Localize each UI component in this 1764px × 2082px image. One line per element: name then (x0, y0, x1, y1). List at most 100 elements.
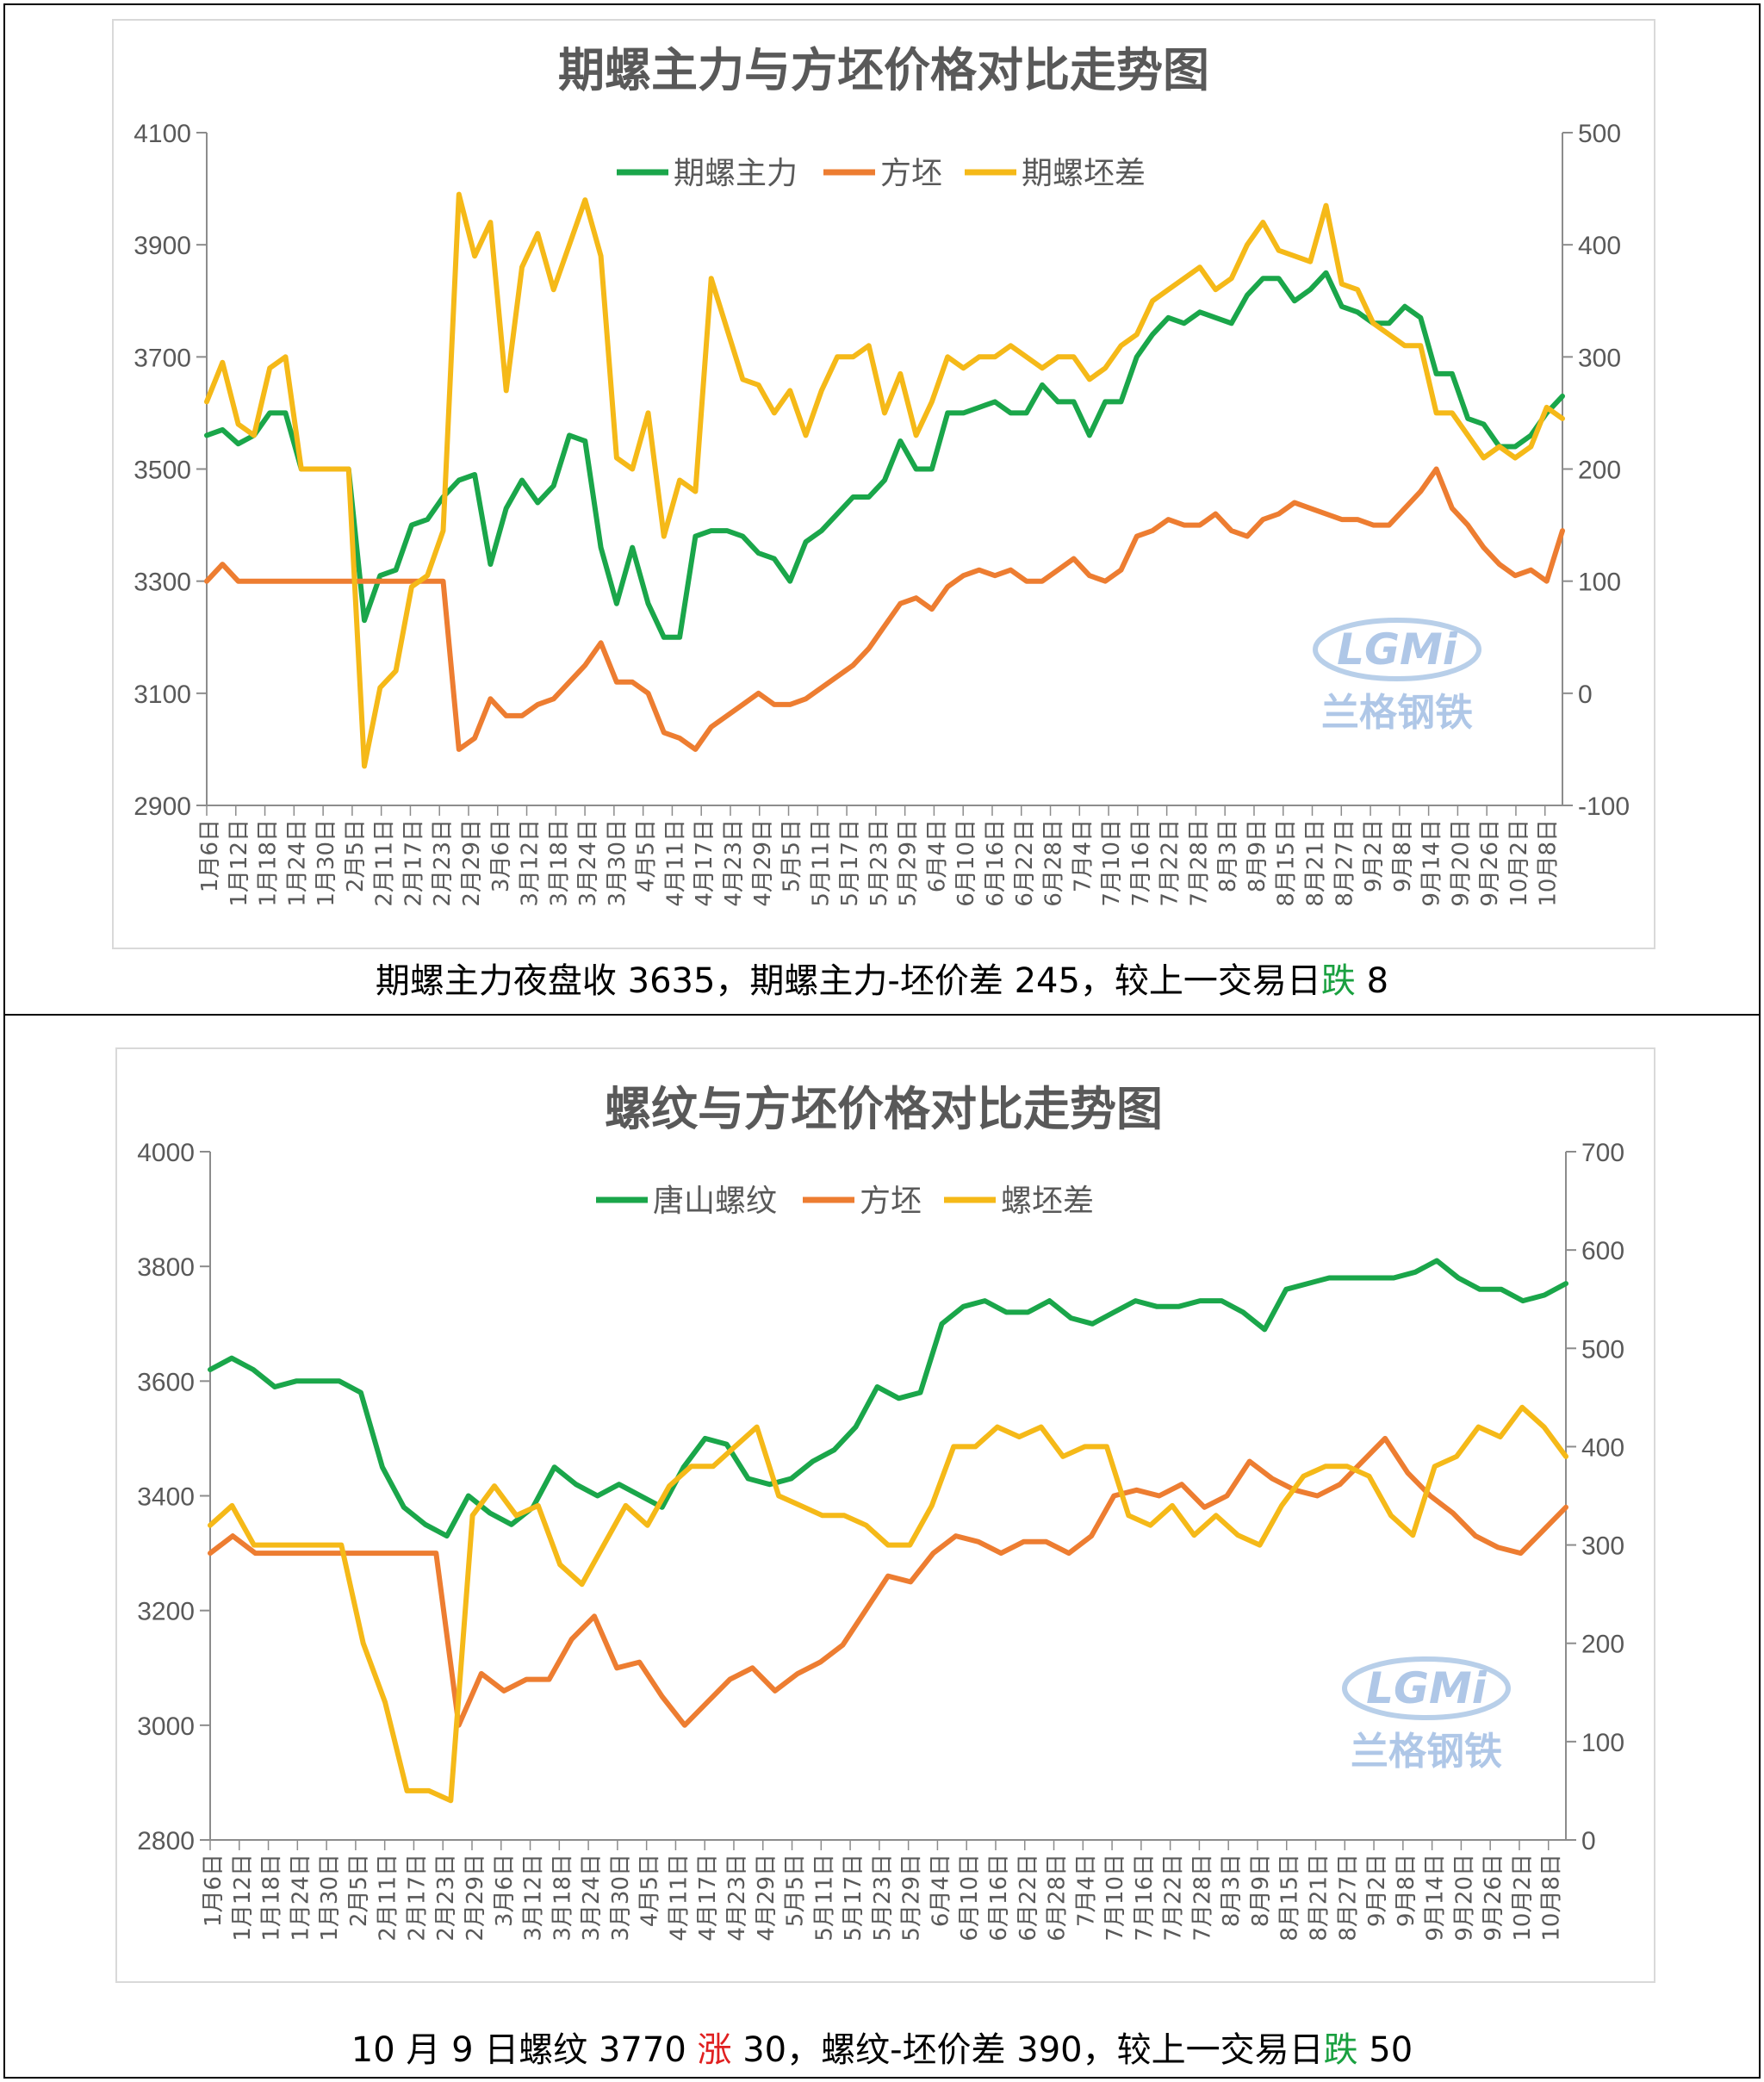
chart-2-x-tick-label: 6月28日 (1045, 1854, 1071, 1942)
caption-bottom-part2: 30，螺纹-坯价差 390，较上一交易日 (731, 2030, 1324, 2070)
chart-2-right-tick-label: 100 (1581, 1729, 1624, 1757)
chart-2-left-tick-label: 3000 (137, 1712, 195, 1741)
chart-1-x-tick-label: 7月10日 (1099, 819, 1125, 907)
chart-1-x-tick-label: 9月2日 (1361, 819, 1387, 892)
chart-2-x-tick-label: 9月26日 (1481, 1854, 1506, 1942)
chart-1-x-tick-label: 3月6日 (488, 819, 514, 892)
chart-2-x-tick-label: 2月29日 (463, 1854, 488, 1942)
chart-1-x-tick-label: 5月17日 (837, 819, 863, 907)
chart-1-x-tick-label: 1月30日 (314, 819, 339, 907)
chart-2-x-tick-label: 2月5日 (346, 1854, 372, 1927)
chart-2-x-tick-label: 8月3日 (1219, 1854, 1245, 1927)
chart-2-x-tick-label: 3月30日 (608, 1854, 634, 1942)
chart-2-x-tick-label: 10月2日 (1510, 1854, 1536, 1942)
chart-2-right-tick-label: 200 (1581, 1631, 1624, 1659)
chart-2-x-tick-label: 4月11日 (666, 1854, 692, 1942)
chart-1-x-tick-label: 2月11日 (372, 819, 398, 907)
chart-1-x-tick-label: 9月20日 (1448, 819, 1474, 907)
chart-1-series-line-2 (204, 466, 1565, 752)
chart-1-left-tick-label: 3100 (134, 681, 191, 709)
chart-1-watermark-logo-text: LGMi (1337, 625, 1458, 674)
chart-2-left-tick-label: 2800 (137, 1827, 195, 1855)
chart-2-x-tick-label: 5月5日 (783, 1854, 809, 1927)
chart-1-x-tick-label: 3月24日 (575, 819, 601, 907)
chart-1-series-line-1 (204, 270, 1565, 640)
chart-2-legend-label-3: 螺坯差 (1001, 1184, 1094, 1219)
chart-2-x-tick-label: 1月6日 (201, 1854, 227, 1927)
chart-2-right-tick-label: 300 (1581, 1532, 1624, 1561)
caption-bottom-change-1: 涨 (697, 2030, 732, 2070)
chart-1-x-tick-label: 6月10日 (953, 819, 979, 907)
chart-1-left-tick-label: 3700 (134, 344, 191, 372)
chart-2-x-tick-label: 1月12日 (230, 1854, 256, 1942)
chart-2-x-tick-label: 3月6日 (492, 1854, 518, 1927)
chart-1-x-tick-label: 6月4日 (924, 819, 950, 892)
chart-2-x-tick-label: 9月2日 (1364, 1854, 1390, 1927)
chart-1-legend-label-1: 期螺主力 (674, 156, 798, 191)
chart-1-right-tick-label: 500 (1578, 120, 1621, 148)
chart-1-x-tick-label: 7月16日 (1128, 819, 1154, 907)
chart-2-x-tick-label: 4月29日 (754, 1854, 780, 1942)
chart-1-x-tick-label: 7月4日 (1070, 819, 1096, 892)
chart-1-x-tick-label: 3月30日 (605, 819, 630, 907)
caption-bottom: 10 月 9 日螺纹 3770 涨 30，螺纹-坯价差 390，较上一交易日跌 … (5, 2022, 1759, 2072)
chart-2-x-tick-label: 5月29日 (899, 1854, 925, 1942)
chart-2-x-tick-label: 8月27日 (1335, 1854, 1361, 1942)
chart-1-x-tick-label: 5月11日 (808, 819, 834, 907)
chart-1-x-tick-label: 4月5日 (634, 819, 660, 892)
chart-1-legend-label-2: 方坯 (880, 156, 942, 191)
caption-bottom-part1: 10 月 9 日螺纹 3770 (351, 2030, 698, 2070)
chart-2-x-tick-label: 2月17日 (404, 1854, 430, 1942)
chart-2-x-tick-label: 2月23日 (433, 1854, 459, 1942)
chart-1-x-tick-label: 4月11日 (662, 819, 688, 907)
chart-1-x-tick-label: 6月22日 (1012, 819, 1038, 907)
chart-1-x-tick-label: 4月23日 (721, 819, 747, 907)
chart-1-x-tick-label: 1月18日 (256, 819, 282, 907)
chart-2-legend-label-2: 方坯 (860, 1184, 922, 1219)
chart-1-x-tick-label: 9月14日 (1419, 819, 1445, 907)
chart-2-x-tick-label: 6月4日 (928, 1854, 953, 1927)
chart-1-watermark-ellipse (1313, 618, 1481, 681)
chart-2-x-tick-label: 6月16日 (986, 1854, 1012, 1942)
chart-2-legend-label-1: 唐山螺纹 (653, 1184, 777, 1219)
chart-1-right-tick-label: 100 (1578, 569, 1621, 597)
chart-1-x-tick-label: 2月23日 (430, 819, 456, 907)
chart-1-x-tick-label: 8月21日 (1303, 819, 1329, 907)
chart-2-x-tick-label: 3月18日 (550, 1854, 575, 1942)
chart-2-x-tick-label: 5月23日 (870, 1854, 896, 1942)
chart-2-x-tick-label: 9月14日 (1423, 1854, 1449, 1942)
chart-2-x-tick-label: 4月17日 (695, 1854, 721, 1942)
chart-2-watermark-ellipse (1342, 1656, 1511, 1720)
chart-2-watermark-subtitle: 兰格钢铁 (1351, 1730, 1502, 1774)
caption-bottom-part3: 50 (1357, 2030, 1413, 2070)
chart-1-x-tick-label: 6月16日 (983, 819, 1009, 907)
chart-1-right-tick-label: 0 (1578, 681, 1593, 709)
chart-1-x-tick-label: 2月17日 (401, 819, 426, 907)
caption-top-suffix: 8 (1355, 961, 1389, 1001)
chart-2-x-tick-label: 6月10日 (957, 1854, 983, 1942)
chart-2-left-tick-label: 3400 (137, 1483, 195, 1512)
chart-1-x-tick-label: 5月5日 (780, 819, 805, 892)
chart-1-x-tick-label: 3月12日 (518, 819, 543, 907)
chart-1-x-tick-label: 8月3日 (1215, 819, 1241, 892)
chart-2-title: 螺纹与方坯价格对比走势图 (605, 1082, 1163, 1136)
chart-1-x-tick-label: 2月5日 (343, 819, 369, 892)
chart-2-series-line-2 (208, 1435, 1568, 1728)
chart-2-x-tick-label: 3月24日 (579, 1854, 605, 1942)
chart-2-right-tick-label: 0 (1581, 1827, 1596, 1855)
chart-1-x-tick-label: 10月8日 (1536, 819, 1562, 907)
chart-2-series-line-3 (208, 1404, 1568, 1804)
chart-1-x-tick-label: 4月29日 (750, 819, 776, 907)
chart-2-x-tick-label: 4月5日 (637, 1854, 663, 1927)
chart-1-x-tick-label: 5月29日 (896, 819, 922, 907)
chart-1-x-tick-label: 6月28日 (1041, 819, 1067, 907)
chart-1-svg: 期螺主力与方坯价格对比走势图 2900 3100 3300 3500 3700 3900 41… (134, 43, 1630, 907)
chart-1-x-tick-label: 8月9日 (1245, 819, 1270, 892)
chart-1-x-tick-label: 1月24日 (284, 819, 310, 907)
chart-2-left-tick-label: 3200 (137, 1598, 195, 1626)
chart-1-right-tick-label: 400 (1578, 232, 1621, 260)
chart-2-right-tick-label: 400 (1581, 1433, 1624, 1462)
chart-1-x-tick-label: 1月6日 (197, 819, 223, 892)
chart-1-x-tick-label: 4月17日 (692, 819, 717, 907)
chart-1-left-tick-label: 2900 (134, 792, 191, 821)
